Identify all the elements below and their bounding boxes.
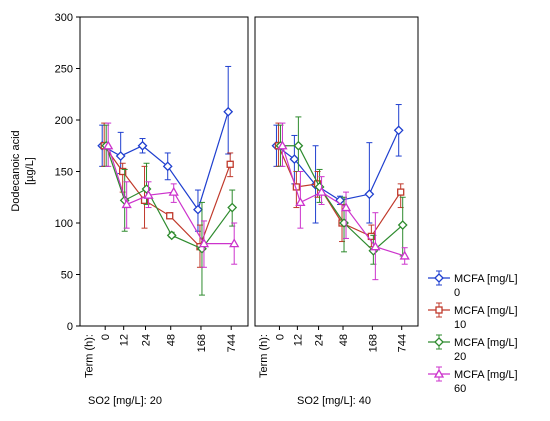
data-point-square [397,188,405,196]
legend-item-10: MCFA [mg/L] 10 [428,302,518,331]
series-line [276,130,400,201]
data-point-diamond [193,204,203,215]
data-point-triangle [399,250,410,260]
data-point-diamond [289,154,300,165]
y-axis: 0 50 100 150 200 250 300 [55,12,80,333]
panel-1: 0 12 24 48 168 744 Term (h): SO2 [mg/L]: 20 [79,16,249,407]
series-60 [277,122,410,281]
y-axis-title-line1: Dodecanoic acid [10,130,22,211]
legend-title: MCFA [mg/L] [454,273,518,285]
x-tick-label: 48 [166,334,178,346]
data-point-diamond [166,230,177,241]
panel-label: SO2 [mg/L]: 20 [88,395,162,407]
x-tick-label: 744 [226,334,238,352]
x-tick-label: 12 [119,334,131,346]
data-point-diamond [434,273,444,283]
legend-label: 20 [454,351,466,363]
legend-title: MCFA [mg/L] [454,305,518,317]
legend-item-0: MCFA [mg/L] 0 [428,270,518,299]
data-point-triangle [229,238,240,248]
data-point-diamond [115,151,126,161]
data-point-triangle [295,197,306,207]
data-point-triangle [143,189,154,199]
plot-frame [79,16,249,327]
data-point-triangle [168,186,179,196]
legend-label: 60 [454,383,466,395]
panels: 0 12 24 48 168 744 Term (h): SO2 [mg/L]: 20 0 12 2… [79,16,419,407]
x-axis-title: Term (h): [258,334,270,378]
legend-title: MCFA [mg/L] [454,337,518,349]
x-tick-label: 0 [274,334,286,340]
legend-item-20: MCFA [mg/L] 20 [428,334,518,363]
legend-item-60: MCFA [mg/L] 60 [428,366,518,395]
x-tick-label: 48 [338,334,350,346]
x-tick-label: 168 [367,334,379,352]
y-tick-label: 300 [55,12,73,24]
data-point-diamond [137,140,148,151]
data-point-triangle [121,199,132,209]
series-0 [97,65,234,232]
data-point-square [226,160,234,168]
y-tick-label: 150 [55,167,73,179]
panel-label: SO2 [mg/L]: 40 [297,395,371,407]
data-point-diamond [364,189,375,200]
data-point-triangle [370,241,381,251]
x-axis-title: Term (h): [83,334,95,378]
data-point-diamond [162,161,173,172]
y-tick-label: 0 [67,321,73,333]
x-tick-label: 0 [100,334,112,340]
data-point-diamond [397,220,408,230]
data-point-triangle [103,140,114,150]
x-tick-label: 24 [141,334,153,346]
data-point-triangle [340,202,352,212]
data-point-triangle [277,140,288,150]
x-tick-label: 24 [314,334,326,346]
plot-frame [254,16,419,327]
legend-label: 10 [454,319,466,331]
data-point-diamond [223,106,234,117]
data-point-diamond [293,140,304,151]
y-tick-label: 100 [55,218,73,230]
data-point-diamond [434,337,444,347]
data-point-diamond [227,202,238,213]
x-tick-label: 744 [397,334,409,352]
y-tick-label: 50 [61,270,73,282]
y-axis-title-line2: [µg/L] [24,157,36,185]
legend-title: MCFA [mg/L] [454,369,518,381]
y-tick-label: 250 [55,64,73,76]
data-point-triangle [433,368,445,378]
data-point-triangle [198,238,210,248]
data-point-square [166,212,174,220]
x-tick-label: 168 [196,334,208,352]
series-line [281,145,405,257]
y-tick-label: 200 [55,115,73,127]
series-20 [101,124,238,296]
series-line [107,145,235,245]
data-point-square [435,306,443,314]
data-point-triangle [316,186,327,196]
panel-2: 0 12 24 48 168 744 Term (h): SO2 [mg/L]: 40 [254,16,419,407]
legend-label: 0 [454,287,460,299]
data-point-diamond [393,125,404,136]
series-line [105,145,233,250]
data-point-square [119,167,127,176]
x-tick-label: 12 [292,334,304,346]
series-60 [103,122,240,268]
